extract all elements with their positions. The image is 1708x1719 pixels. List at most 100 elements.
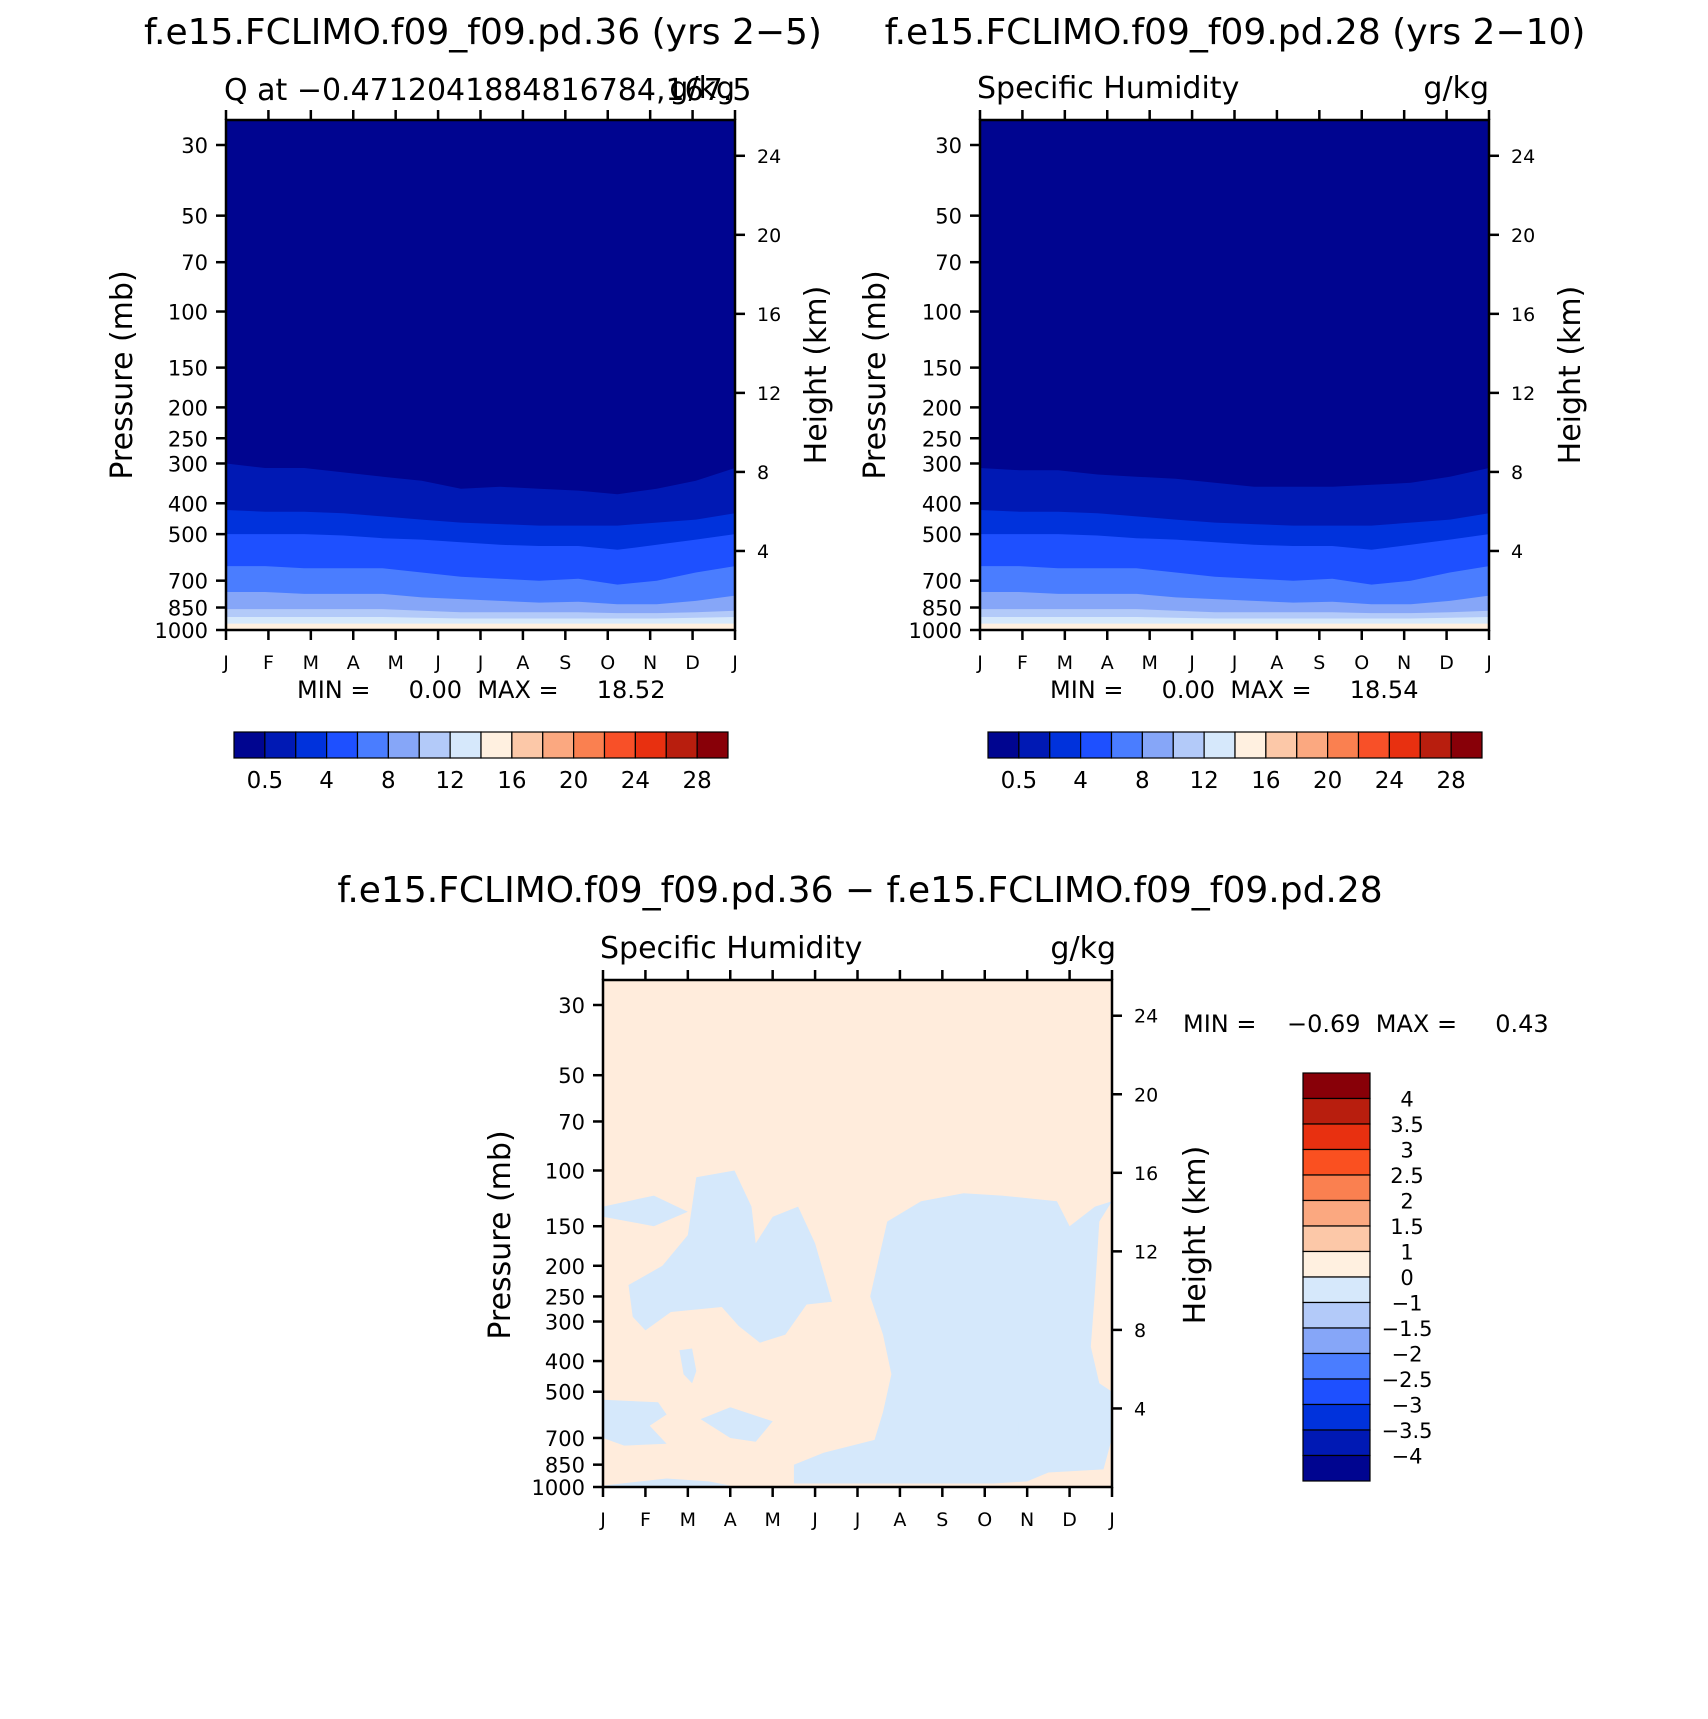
x-tick-label: M	[680, 1509, 696, 1531]
colorbar-label: 24	[621, 768, 650, 794]
colorbar-swatch	[326, 731, 359, 759]
panel-3-y-right-ticks: 24 20 16 12 8 4	[1112, 1006, 1158, 1420]
x-tick-label: J	[434, 652, 441, 674]
x-tick-label: M	[1141, 652, 1157, 674]
y-tick-label: 100	[168, 301, 208, 325]
colorbar-swatch	[1302, 1250, 1371, 1278]
panel-1-subtitle-right: g/kg	[669, 71, 735, 106]
negative-region-3	[603, 1399, 667, 1446]
colorbar-swatch	[1302, 1225, 1371, 1253]
negative-region-4	[700, 1407, 773, 1442]
y-tick-label: 150	[545, 1215, 585, 1239]
x-tick-label: M	[387, 652, 403, 674]
y-tick-label: 400	[168, 492, 208, 516]
colorbar-swatch	[1172, 731, 1205, 759]
y-right-tick-label: 4	[757, 541, 769, 563]
colorbar-swatch	[1302, 1148, 1371, 1176]
x-tick-label: J	[599, 1509, 606, 1531]
negative-region-7	[603, 1478, 731, 1487]
x-tick-label: J	[222, 652, 229, 674]
colorbar-label: 8	[381, 768, 396, 794]
panel-3-subtitle-left: Specific Humidity	[600, 931, 862, 966]
y-tick-label: 200	[922, 396, 962, 420]
x-tick-label: J	[731, 652, 738, 674]
y-right-tick-label: 12	[1511, 383, 1535, 405]
y-tick-label: 50	[181, 205, 208, 229]
y-right-tick-label: 20	[1511, 225, 1535, 247]
panel-3-colorbar: 43.532.521.510−1−1.5−2−2.5−3−3.5−4	[1302, 1072, 1433, 1482]
y-tick-label: 850	[168, 597, 208, 621]
panel-2-title: f.e15.FCLIMO.f09_f09.pd.28 (yrs 2−10)	[885, 12, 1586, 53]
colorbar-swatch	[1302, 1378, 1371, 1406]
y-right-tick-label: 8	[1511, 462, 1523, 484]
panel-1-plot-area	[226, 120, 735, 630]
negative-region-1	[628, 1170, 832, 1343]
colorbar-label: 24	[1375, 768, 1404, 794]
y-tick-label: 300	[168, 452, 208, 476]
colorbar-swatch	[1302, 1301, 1371, 1329]
y-tick-label: 500	[922, 523, 962, 547]
x-tick-label: D	[685, 652, 700, 674]
y-right-tick-label: 16	[1134, 1163, 1158, 1185]
colorbar-swatch	[1234, 731, 1267, 759]
y-tick-label: 850	[545, 1454, 585, 1478]
x-tick-label: M	[1057, 652, 1073, 674]
x-tick-label: F	[1017, 652, 1028, 674]
panel-2: f.e15.FCLIMO.f09_f09.pd.28 (yrs 2−10) Sp…	[858, 12, 1588, 794]
y-right-tick-label: 4	[1134, 1398, 1146, 1420]
y-right-tick-label: 8	[1134, 1320, 1146, 1342]
y-tick-label: 250	[545, 1285, 585, 1309]
y-tick-label: 30	[935, 134, 962, 158]
x-tick-label: S	[936, 1509, 948, 1531]
colorbar-label: −1	[1392, 1292, 1423, 1316]
colorbar-swatch	[1419, 731, 1452, 759]
colorbar-label: −2	[1392, 1343, 1423, 1367]
colorbar-swatch	[1302, 1327, 1371, 1355]
y-tick-label: 500	[168, 523, 208, 547]
x-tick-label: S	[559, 652, 571, 674]
x-tick-label: N	[643, 652, 657, 674]
y-tick-label: 400	[545, 1350, 585, 1374]
negative-region-5	[793, 1193, 1112, 1484]
colorbar-swatch	[542, 731, 575, 759]
panel-1-title: f.e15.FCLIMO.f09_f09.pd.36 (yrs 2−5)	[144, 12, 822, 53]
contour-band-0	[226, 120, 735, 495]
y-tick-label: 700	[545, 1427, 585, 1451]
colorbar-swatch	[1302, 1403, 1371, 1431]
y-tick-label: 200	[545, 1255, 585, 1279]
y-right-tick-label: 24	[757, 146, 781, 168]
colorbar-swatch	[603, 731, 636, 759]
panel-2-subtitle-right: g/kg	[1423, 71, 1489, 106]
colorbar-label: −3	[1392, 1394, 1423, 1418]
panel-2-y-right-ticks: 24 20 16 12 8 4	[1489, 146, 1535, 563]
y-tick-label: 700	[922, 570, 962, 594]
y-tick-label: 300	[922, 452, 962, 476]
colorbar-label: 3	[1400, 1139, 1413, 1163]
colorbar-swatch	[1327, 731, 1360, 759]
panel-3-subtitle-right: g/kg	[1050, 931, 1116, 966]
y-tick-label: 150	[922, 357, 962, 381]
colorbar-swatch	[1302, 1352, 1371, 1380]
colorbar-swatch	[634, 731, 667, 759]
x-tick-label: S	[1313, 652, 1325, 674]
y-tick-label: 1000	[155, 619, 208, 643]
colorbar-swatch	[295, 731, 328, 759]
y-tick-label: 50	[558, 1064, 585, 1088]
colorbar-label: 2	[1400, 1190, 1413, 1214]
y-tick-label: 30	[558, 994, 585, 1018]
x-tick-label: J	[1485, 652, 1492, 674]
colorbar-label: 0.5	[247, 768, 284, 794]
colorbar-swatch	[1302, 1454, 1371, 1482]
panel-2-stats: MIN = 0.00 MAX = 18.54	[1050, 676, 1418, 704]
panel-2-plot-area	[980, 120, 1489, 630]
colorbar-label: 12	[1189, 768, 1218, 794]
colorbar-label: 8	[1135, 768, 1150, 794]
colorbar-swatch	[233, 731, 266, 759]
colorbar-swatch	[1302, 1123, 1371, 1151]
colorbar-swatch	[511, 731, 544, 759]
colorbar-label: 0.5	[1001, 768, 1038, 794]
x-tick-label: A	[1101, 652, 1114, 674]
y-tick-label: 400	[922, 492, 962, 516]
